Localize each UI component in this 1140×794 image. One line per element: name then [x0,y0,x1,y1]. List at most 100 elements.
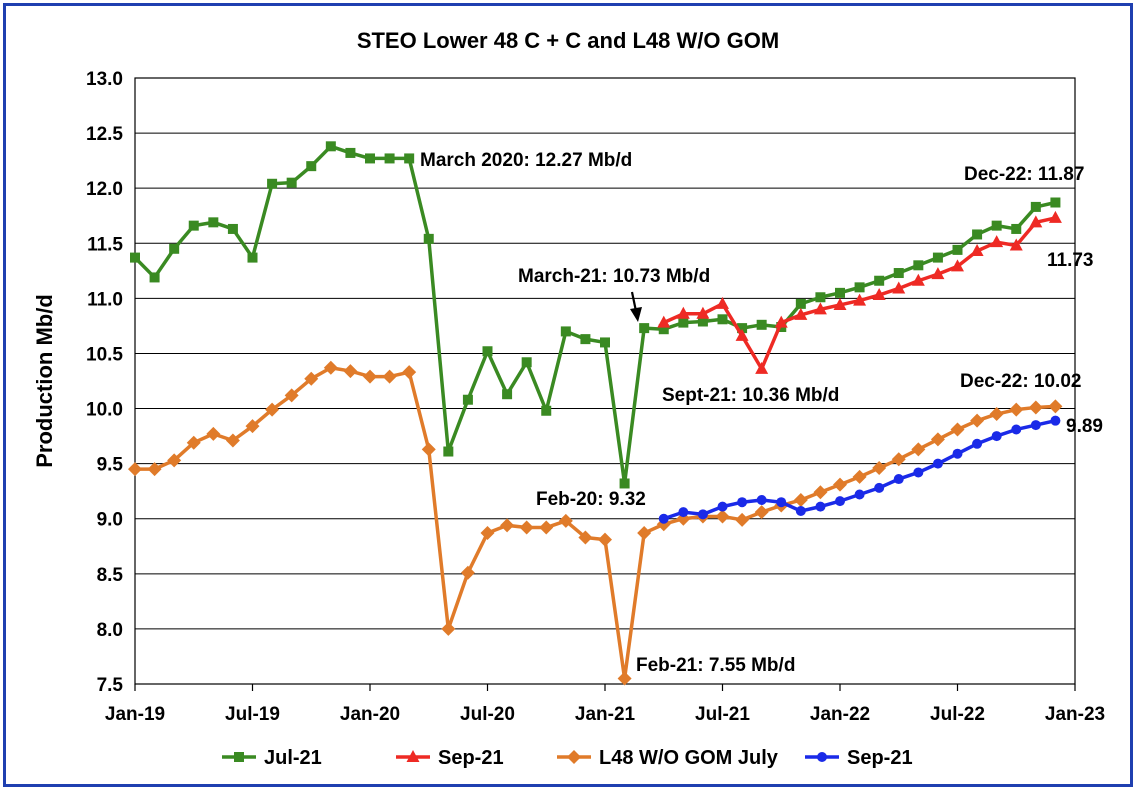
legend-marker [234,752,244,762]
data-point [1028,400,1043,415]
y-tick-label: 12.0 [86,179,123,200]
data-point [911,442,926,457]
series-0 [130,141,1061,489]
data-point [600,337,610,348]
legend-item-1: Sep-21 [396,747,504,769]
data-point [521,357,532,368]
data-point [343,364,358,379]
data-point [558,513,573,528]
data-point [598,532,612,547]
data-point [717,314,728,325]
data-point [696,306,710,319]
series-2 [128,360,1063,686]
data-point [1030,420,1041,431]
data-point [658,324,669,335]
legend-marker [817,752,827,762]
data-point [482,346,493,357]
y-tick-label: 11.5 [87,234,123,255]
data-point [1011,424,1022,435]
data-point [893,268,904,279]
data-point [1050,197,1061,208]
data-point [892,281,906,294]
data-point [580,334,591,345]
data-point [735,328,749,341]
data-point [619,478,630,489]
data-point [932,252,943,263]
data-point [932,458,943,469]
y-axis-label: Production Mb/d [32,294,57,468]
data-point [678,507,689,518]
data-point [913,467,924,478]
legend-label: L48 W/O GOM July [599,747,779,769]
x-tick-label: Jul-19 [225,704,280,725]
data-point [952,448,963,459]
data-point [578,530,593,545]
data-point [306,161,317,172]
data-point [1009,238,1023,251]
y-tick-label: 8.0 [97,620,123,641]
chart-title: STEO Lower 48 C + C and L48 W/O GOM [357,28,779,53]
data-point [756,494,767,505]
x-tick-label: Jul-22 [930,704,985,725]
data-point [443,446,454,457]
data-point [972,229,983,240]
annotation-dec22-jul: Dec-22: 11.87 [964,164,1084,185]
data-point [1048,210,1062,223]
data-point [911,273,925,286]
data-point [363,369,377,384]
data-point [365,153,375,164]
data-point [286,177,297,188]
data-point [304,371,319,386]
data-point [893,474,904,485]
data-point [891,452,906,467]
data-point [441,621,456,636]
data-point [519,520,534,535]
series-line [133,144,1056,486]
data-point [637,526,652,541]
data-point [147,462,162,477]
data-point [793,492,808,507]
data-point [755,361,769,374]
y-tick-label: 9.0 [97,510,123,531]
data-point [502,389,513,400]
y-tick-label: 13.0 [86,69,123,90]
legend-label: Sep-21 [438,747,504,769]
data-point [325,141,336,152]
data-point [874,275,885,286]
annotation-march-21: March-21: 10.73 Mb/d [518,266,710,287]
data-point [813,485,828,500]
data-point [208,217,219,228]
data-point [678,317,689,328]
legend-label: Jul-21 [264,747,322,769]
legend-item-2: L48 W/O GOM July [557,747,779,769]
data-point [990,235,1004,248]
data-point [872,461,887,476]
data-point [384,153,395,164]
annotation-march-2020: March 2020: 12.27 Mb/d [420,150,632,171]
legend-label: Sep-21 [847,747,913,769]
x-tick-label: Jan-21 [575,704,636,725]
data-point [462,394,473,405]
legend-item-0: Jul-21 [222,747,322,769]
data-point [794,307,808,320]
data-point [247,252,258,263]
y-axis: 13.0 12.5 12.0 11.5 11.0 10.5 10.0 9.5 9.0 8.5 8.0… [86,69,123,696]
data-point [227,223,238,234]
data-point [676,306,690,319]
annotation-arrow-head [630,307,642,322]
data-point [874,482,885,493]
data-point [1009,402,1024,417]
data-point [460,565,475,580]
legend: Jul-21 Sep-21 L48 W/O GOM July Sep-21 [222,747,913,769]
data-point [795,506,806,517]
data-point [854,489,865,500]
annotation-dec22-gom: Dec-22: 10.02 [960,371,1081,392]
data-point [560,326,571,337]
data-point [931,267,945,280]
series-3 [658,415,1061,524]
data-point [754,505,769,520]
data-point [970,413,985,428]
data-point [186,435,201,450]
data-point [951,259,964,272]
data-point [852,469,867,484]
